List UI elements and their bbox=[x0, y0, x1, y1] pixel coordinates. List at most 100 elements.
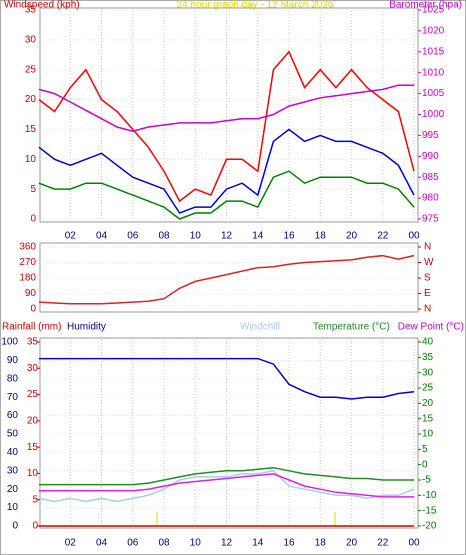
y3-tick-label: 35 bbox=[27, 337, 39, 348]
x-tick-label: 06 bbox=[127, 538, 139, 549]
x-tick-label: 10 bbox=[190, 231, 202, 242]
y-tick-label: 80 bbox=[7, 373, 19, 384]
x-tick-label: 22 bbox=[377, 538, 389, 549]
y-tick-label: 40 bbox=[7, 447, 19, 458]
series-line bbox=[38, 170, 415, 220]
x-tick-label: 16 bbox=[283, 231, 295, 242]
y2-tick-label: 1020 bbox=[422, 26, 445, 37]
wind-axis-label: Windspeed (kph) bbox=[4, 0, 80, 11]
x-tick-label: 20 bbox=[346, 231, 358, 242]
y-tick-label: 20 bbox=[7, 484, 19, 495]
series-line bbox=[38, 84, 414, 132]
y2-tick-label: -20 bbox=[422, 521, 437, 532]
y2-tick-label: -10 bbox=[422, 490, 437, 501]
y2-tick-label: 1025 bbox=[422, 5, 445, 16]
x-tick-label: 16 bbox=[283, 538, 295, 549]
y-tick-label: 20 bbox=[25, 94, 37, 105]
y-tick-label: 50 bbox=[7, 429, 19, 440]
y2-tick-label: 985 bbox=[422, 172, 439, 183]
y3-tick-label: 30 bbox=[27, 363, 39, 374]
windchill-legend: Windchill bbox=[240, 322, 280, 333]
y2-tick-label: 30 bbox=[422, 367, 434, 378]
series-line bbox=[38, 50, 415, 203]
y2-tick-label: W bbox=[424, 257, 434, 268]
y2-tick-label: 0 bbox=[422, 459, 428, 470]
x-tick-label: 14 bbox=[252, 538, 264, 549]
y2-tick-label: 40 bbox=[422, 337, 434, 348]
temperature-legend: Temperature (°C) bbox=[313, 322, 390, 333]
x-tick-label: 08 bbox=[158, 538, 170, 549]
humidity-legend: Humidity bbox=[67, 322, 106, 333]
y2-tick-label: 15 bbox=[422, 413, 434, 424]
series-line bbox=[38, 128, 415, 214]
x-tick-label: 12 bbox=[221, 231, 233, 242]
y2-tick-label: 995 bbox=[422, 130, 439, 141]
y3-tick-label: 15 bbox=[27, 442, 39, 453]
y2-tick-label: 975 bbox=[422, 214, 439, 225]
y2-tick-label: 1005 bbox=[422, 88, 445, 99]
x-tick-label: 18 bbox=[315, 538, 327, 549]
y2-tick-label: 980 bbox=[422, 193, 439, 204]
y-tick-label: 30 bbox=[25, 34, 37, 45]
x-tick-label: 18 bbox=[315, 231, 327, 242]
y-tick-label: 25 bbox=[25, 64, 37, 75]
x-tick-label: 12 bbox=[221, 538, 233, 549]
y3-tick-label: 5 bbox=[32, 494, 38, 505]
x-tick-label: 10 bbox=[190, 538, 202, 549]
y-tick-label: 30 bbox=[7, 465, 19, 476]
y-tick-label: 0 bbox=[12, 521, 18, 532]
y3-tick-label: 20 bbox=[27, 415, 39, 426]
y-tick-label: 10 bbox=[25, 154, 37, 165]
rainfall-legend: Rainfall (mm) bbox=[2, 322, 61, 333]
y2-tick-label: 1010 bbox=[422, 67, 445, 78]
y2-tick-label: N bbox=[424, 304, 431, 315]
barometer-axis-label: Barometer (hpa) bbox=[389, 0, 462, 11]
series-line bbox=[38, 469, 415, 503]
y2-tick-label: 1015 bbox=[422, 46, 445, 57]
x-tick-label: 14 bbox=[252, 231, 264, 242]
y2-tick-label: 10 bbox=[422, 429, 434, 440]
y-tick-label: 10 bbox=[7, 502, 19, 513]
y-tick-label: 35 bbox=[25, 5, 37, 16]
y-tick-label: 100 bbox=[1, 337, 18, 348]
y-tick-label: 0 bbox=[30, 214, 36, 225]
y2-tick-label: 990 bbox=[422, 151, 439, 162]
x-tick-label: 02 bbox=[65, 231, 77, 242]
series-line bbox=[38, 254, 415, 305]
x-tick-label: 08 bbox=[158, 231, 170, 242]
y2-tick-label: E bbox=[424, 288, 431, 299]
x-tick-label: 00 bbox=[408, 231, 420, 242]
y2-tick-label: -15 bbox=[422, 505, 437, 516]
y3-tick-label: 0 bbox=[32, 521, 38, 532]
x-tick-label: 22 bbox=[377, 231, 389, 242]
y-tick-label: 5 bbox=[30, 184, 36, 195]
series-line bbox=[39, 466, 414, 486]
y-tick-label: 15 bbox=[25, 124, 37, 135]
x-tick-label: 04 bbox=[96, 231, 108, 242]
y3-tick-label: 25 bbox=[27, 389, 39, 400]
y-tick-label: 90 bbox=[25, 288, 37, 299]
x-tick-label: 04 bbox=[96, 538, 108, 549]
y3-tick-label: 10 bbox=[27, 468, 39, 479]
y-tick-label: 60 bbox=[7, 410, 19, 421]
y2-tick-label: S bbox=[424, 273, 431, 284]
y2-tick-label: -5 bbox=[422, 475, 431, 486]
y2-tick-label: 20 bbox=[422, 398, 434, 409]
y2-tick-label: 5 bbox=[422, 444, 428, 455]
series-line bbox=[39, 473, 414, 498]
y-tick-label: 270 bbox=[19, 257, 36, 268]
x-tick-label: 06 bbox=[127, 231, 139, 242]
series-line bbox=[39, 357, 415, 400]
chart-title: 24 hour graph day - 12 March 2026 bbox=[177, 0, 334, 11]
y2-tick-label: N bbox=[424, 242, 431, 253]
x-tick-label: 00 bbox=[408, 538, 420, 549]
x-tick-label: 02 bbox=[65, 538, 77, 549]
dewpoint-legend: Dew Point (°C) bbox=[398, 322, 464, 333]
y2-tick-label: 1000 bbox=[422, 109, 445, 120]
y-tick-label: 0 bbox=[30, 304, 36, 315]
y-tick-label: 180 bbox=[19, 273, 36, 284]
x-tick-label: 20 bbox=[346, 538, 358, 549]
y2-tick-label: 35 bbox=[422, 352, 434, 363]
y-tick-label: 90 bbox=[7, 355, 19, 366]
